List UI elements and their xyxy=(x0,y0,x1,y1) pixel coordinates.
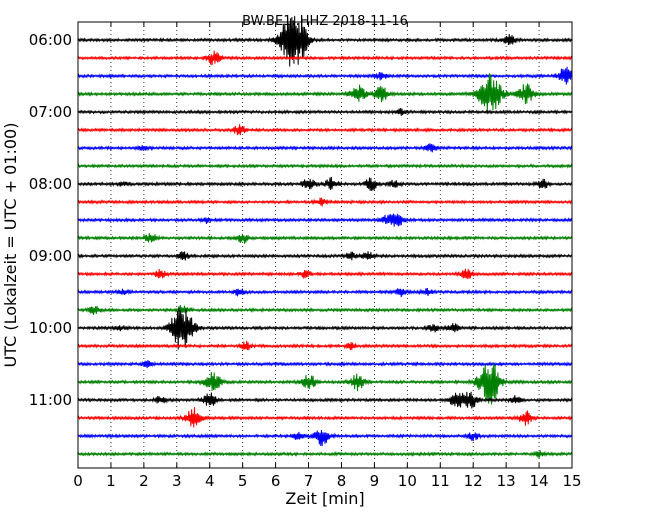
trace-line xyxy=(77,363,573,405)
y-tick-label: 06:00 xyxy=(29,31,72,49)
x-axis: 0 1 2 3 4 5 6 7 8 9 10 11 12 13 14 15 xyxy=(73,22,582,490)
y-tick-label: 09:00 xyxy=(29,247,72,265)
y-tick-label: 08:00 xyxy=(29,175,72,193)
x-tick-label: 3 xyxy=(172,472,182,490)
y-axis-title: UTC (Lokalzeit = UTC + 01:00) xyxy=(1,123,20,368)
x-tick-label: 7 xyxy=(304,472,314,490)
x-tick-label: 14 xyxy=(530,472,549,490)
x-tick-label: 9 xyxy=(370,472,380,490)
plot-frame xyxy=(77,21,573,469)
trace-line xyxy=(77,407,573,428)
trace-line xyxy=(77,450,573,458)
x-tick-label: 1 xyxy=(106,472,116,490)
x-tick-label: 8 xyxy=(337,472,347,490)
trace-line xyxy=(77,340,573,351)
x-tick-label: 6 xyxy=(271,472,281,490)
trace-line xyxy=(77,163,573,169)
x-tick-label: 2 xyxy=(139,472,149,490)
x-tick-label: 15 xyxy=(562,472,581,490)
trace-line xyxy=(77,360,573,369)
trace-line xyxy=(77,176,573,191)
trace-line xyxy=(77,50,573,66)
trace-line xyxy=(77,66,573,85)
trace-line xyxy=(77,430,573,447)
y-tick-label: 07:00 xyxy=(29,103,72,121)
trace-group xyxy=(77,15,573,458)
x-tick-label: 5 xyxy=(238,472,248,490)
x-tick-label: 4 xyxy=(205,472,215,490)
x-tick-label: 0 xyxy=(73,472,83,490)
trace-line xyxy=(77,233,573,244)
trace-line xyxy=(77,268,573,279)
trace-line xyxy=(77,251,573,261)
y-tick-label: 11:00 xyxy=(29,391,72,409)
y-tick-label: 10:00 xyxy=(29,319,72,337)
trace-line xyxy=(77,73,573,113)
y-axis: 06:00 07:00 08:00 09:00 10:00 11:00 xyxy=(29,31,83,409)
x-tick-label: 12 xyxy=(464,472,483,490)
trace-line xyxy=(77,15,573,67)
trace-line xyxy=(77,307,573,350)
x-tick-label: 13 xyxy=(497,472,516,490)
trace-line xyxy=(77,197,573,207)
trace-line xyxy=(77,287,573,298)
x-tick-label: 10 xyxy=(398,472,417,490)
trace-line xyxy=(77,143,573,153)
x-tick-label: 11 xyxy=(431,472,450,490)
trace-line xyxy=(77,108,573,116)
trace-line xyxy=(77,305,573,315)
x-axis-title: Zeit [min] xyxy=(285,489,364,508)
trace-line xyxy=(77,213,573,227)
trace-line xyxy=(77,391,573,409)
trace-line xyxy=(77,124,573,136)
